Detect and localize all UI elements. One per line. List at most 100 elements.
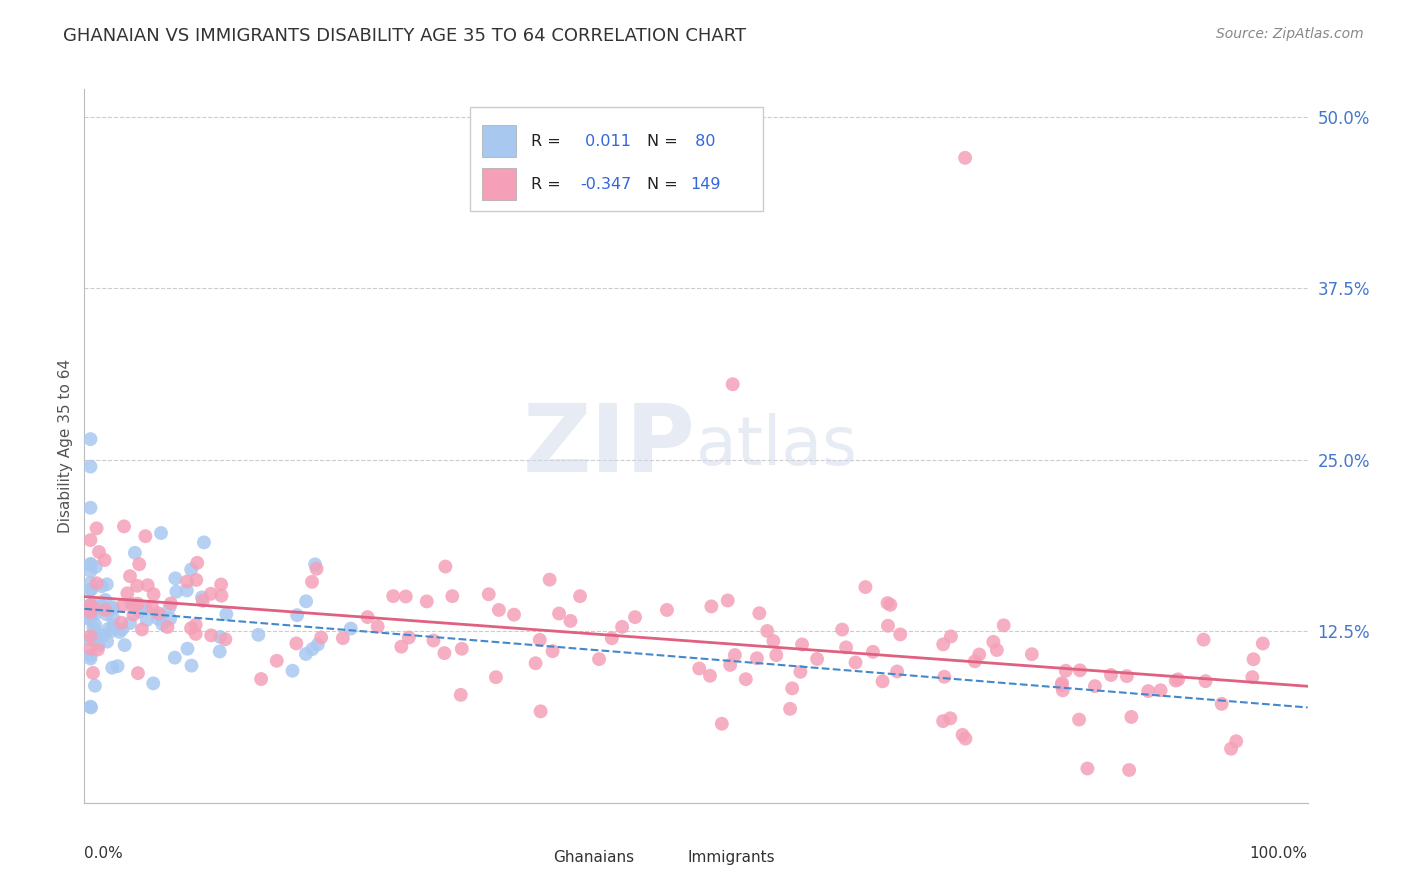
Point xyxy=(717,593,740,607)
Point xyxy=(79,500,101,515)
Point xyxy=(529,632,551,647)
Point xyxy=(79,641,101,656)
Point xyxy=(84,559,107,574)
Point xyxy=(79,432,101,446)
Point xyxy=(963,654,986,668)
Point xyxy=(79,582,101,597)
Point xyxy=(208,644,231,658)
Point xyxy=(122,607,145,622)
Text: 100.0%: 100.0% xyxy=(1250,846,1308,861)
Point xyxy=(79,598,101,612)
Point xyxy=(790,638,813,652)
Point xyxy=(149,608,172,623)
Point xyxy=(247,628,270,642)
Point xyxy=(93,553,115,567)
Point xyxy=(983,635,1005,649)
Text: 80: 80 xyxy=(690,134,716,149)
Point xyxy=(101,661,124,675)
Point xyxy=(789,665,811,679)
Point xyxy=(214,632,236,647)
Point xyxy=(1194,674,1216,689)
Text: Source: ZipAtlas.com: Source: ZipAtlas.com xyxy=(1216,27,1364,41)
Point xyxy=(84,618,107,632)
Point xyxy=(127,666,149,681)
Point xyxy=(1149,683,1171,698)
Text: 149: 149 xyxy=(690,177,720,192)
Point xyxy=(101,600,124,615)
Point xyxy=(79,598,101,612)
Point xyxy=(131,623,153,637)
Point xyxy=(184,617,207,632)
Point xyxy=(309,631,332,645)
Point xyxy=(128,605,150,619)
Point xyxy=(79,533,101,547)
Point xyxy=(127,579,149,593)
Point xyxy=(610,620,633,634)
Point xyxy=(699,669,721,683)
Text: N =: N = xyxy=(647,134,683,149)
Point xyxy=(700,599,723,614)
Point xyxy=(332,631,354,645)
Point xyxy=(184,627,207,641)
Point xyxy=(79,612,101,626)
Point xyxy=(1220,741,1243,756)
Text: N =: N = xyxy=(647,177,683,192)
Point xyxy=(148,607,170,621)
Point xyxy=(1050,676,1073,690)
Point xyxy=(395,590,418,604)
Point xyxy=(624,610,647,624)
Text: GHANAIAN VS IMMIGRANTS DISABILITY AGE 35 TO 64 CORRELATION CHART: GHANAIAN VS IMMIGRANTS DISABILITY AGE 35… xyxy=(63,27,747,45)
Point xyxy=(191,591,214,605)
Point xyxy=(118,569,141,583)
Point xyxy=(389,640,412,654)
Point xyxy=(86,521,108,535)
Point xyxy=(163,650,186,665)
Point xyxy=(955,731,977,746)
Point xyxy=(886,665,908,679)
Point xyxy=(952,728,974,742)
Point xyxy=(524,657,547,671)
Point xyxy=(159,600,181,615)
Point xyxy=(79,576,101,591)
Point xyxy=(993,618,1015,632)
Point xyxy=(86,628,108,642)
Point xyxy=(780,681,803,696)
Point xyxy=(367,619,389,633)
Point xyxy=(876,596,898,610)
Point xyxy=(90,579,112,593)
Point xyxy=(186,573,208,587)
Point xyxy=(142,676,165,690)
Point xyxy=(180,562,202,576)
Point xyxy=(1164,673,1187,688)
Point xyxy=(200,587,222,601)
Point xyxy=(932,714,955,728)
Point xyxy=(82,601,104,615)
Point xyxy=(1192,632,1215,647)
Point xyxy=(124,599,146,613)
Point xyxy=(1115,669,1137,683)
Point xyxy=(150,526,173,541)
Point xyxy=(862,645,884,659)
Point xyxy=(200,628,222,642)
Point xyxy=(79,557,101,571)
Point xyxy=(87,628,110,642)
Point xyxy=(548,607,571,621)
Point xyxy=(877,619,900,633)
Point xyxy=(1099,668,1122,682)
Point xyxy=(889,627,911,641)
Point xyxy=(855,580,877,594)
Point xyxy=(450,688,472,702)
Point xyxy=(96,607,118,622)
Point xyxy=(250,672,273,686)
Point xyxy=(112,598,135,612)
Point xyxy=(560,614,582,628)
Point xyxy=(718,657,741,672)
Point xyxy=(165,584,187,599)
Point xyxy=(87,638,110,652)
Point xyxy=(80,607,103,622)
Point xyxy=(953,151,976,165)
Point xyxy=(79,632,101,647)
Point xyxy=(176,583,198,598)
FancyBboxPatch shape xyxy=(654,847,681,869)
Text: R =: R = xyxy=(531,134,565,149)
